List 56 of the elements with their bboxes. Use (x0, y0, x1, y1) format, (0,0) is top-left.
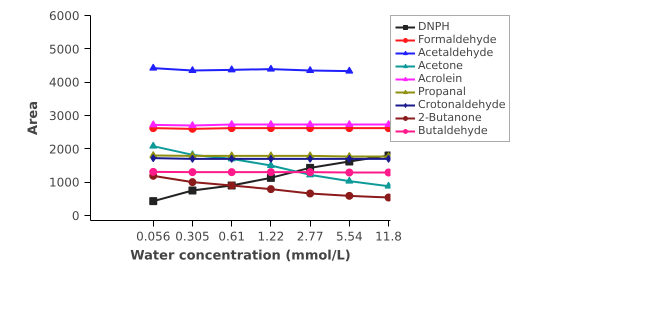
point (149, 168, 158, 176)
y-tick-label: 6000 (48, 9, 80, 23)
point (149, 120, 158, 128)
point (149, 64, 158, 71)
legend-label: Crotonaldehyde (418, 98, 506, 111)
y-tick-label: 2000 (48, 142, 80, 156)
point (306, 66, 314, 74)
legend-label: Formaldehyde (418, 33, 496, 46)
y-tick-label: 3000 (48, 109, 80, 123)
point (188, 168, 196, 176)
y-tick-label: 4000 (48, 76, 80, 90)
x-tick-label: 0.305 (175, 230, 210, 244)
point (345, 168, 354, 176)
y-tick-label: 0 (72, 209, 80, 223)
point (150, 154, 156, 162)
y-axis-title: Area (26, 100, 41, 136)
legend-label: Acetone (418, 59, 463, 72)
point (346, 154, 352, 163)
y-tick-label: 5000 (48, 42, 80, 56)
point (188, 66, 196, 74)
x-tick-label: 0.056 (136, 230, 170, 244)
point (268, 154, 274, 163)
legend-label: DNPH (418, 20, 450, 33)
point (345, 192, 354, 200)
point (345, 176, 354, 184)
legend-label: Acrolein (418, 72, 462, 85)
point (306, 120, 314, 128)
point (188, 178, 196, 186)
point (307, 154, 313, 163)
point (188, 186, 196, 194)
point (266, 160, 275, 168)
x-tick-label: 1.22 (258, 230, 284, 244)
legend-label: Butaldehyde (418, 124, 488, 137)
point (345, 66, 354, 74)
legend-label: Propanal (418, 85, 466, 98)
y-tick-label: 1000 (48, 176, 80, 190)
point (190, 154, 196, 163)
point (345, 120, 354, 128)
point (149, 197, 158, 206)
point (266, 64, 275, 72)
point (188, 120, 196, 128)
point (266, 168, 275, 176)
point (228, 65, 236, 72)
x-tick-label: 11.8 (375, 230, 402, 244)
point (228, 120, 236, 128)
x-axis-title: Water concentration (mmol/L) (130, 248, 351, 264)
point (228, 168, 236, 176)
x-tick-label: 0.61 (218, 230, 246, 244)
point (306, 190, 314, 198)
point (266, 120, 275, 128)
legend-label: 2-Butanone (418, 111, 482, 124)
x-tick-label: 2.77 (296, 230, 324, 244)
point (266, 185, 275, 194)
x-tick-label: 5.54 (336, 230, 363, 244)
point (149, 142, 158, 149)
legend-label: Acetaldehyde (418, 46, 494, 59)
